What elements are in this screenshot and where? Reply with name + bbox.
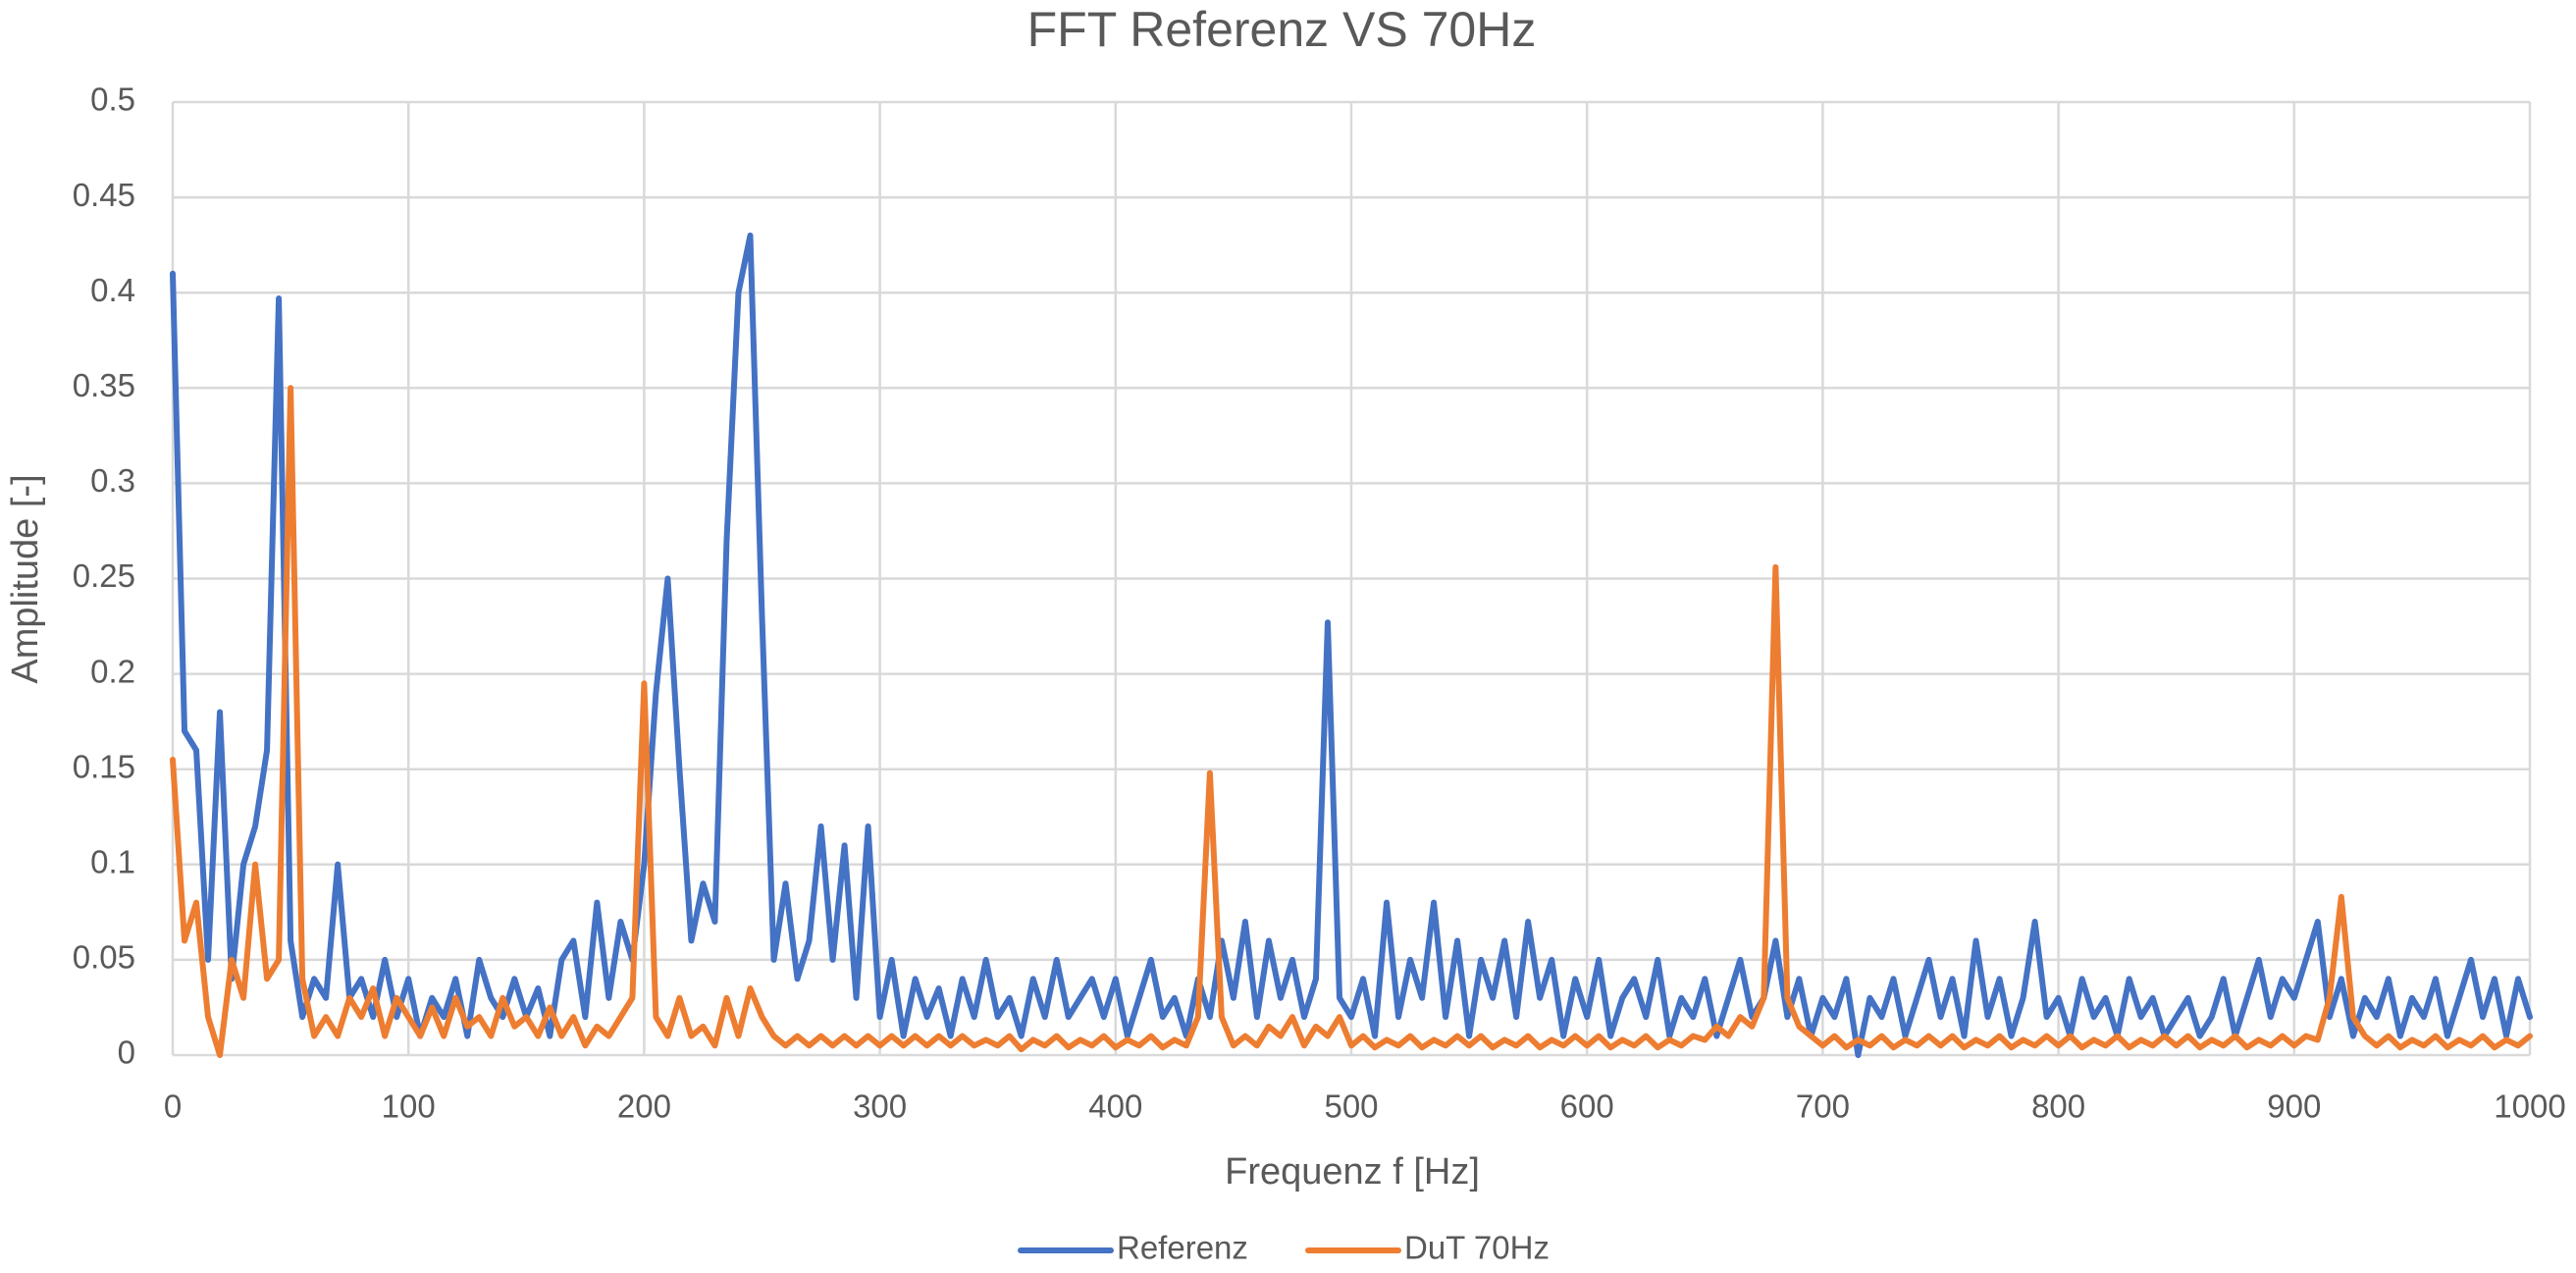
y-axis-title: Amplitude [-] xyxy=(5,474,46,683)
x-tick-label: 1000 xyxy=(2494,1088,2565,1125)
x-tick-label: 500 xyxy=(1324,1088,1378,1125)
y-tick-label: 0.2 xyxy=(90,653,135,689)
legend-label: DuT 70Hz xyxy=(1404,1230,1550,1266)
x-tick-label: 700 xyxy=(1796,1088,1850,1125)
y-tick-label: 0.35 xyxy=(73,367,135,403)
chart-title: FFT Referenz VS 70Hz xyxy=(1027,2,1537,57)
y-tick-label: 0.3 xyxy=(90,462,135,499)
x-tick-label: 0 xyxy=(164,1088,182,1125)
x-tick-label: 900 xyxy=(2267,1088,2321,1125)
x-axis-title: Frequenz f [Hz] xyxy=(1225,1151,1480,1193)
x-tick-label: 800 xyxy=(2031,1088,2085,1125)
y-tick-label: 0.15 xyxy=(73,748,135,784)
x-tick-label: 100 xyxy=(382,1088,436,1125)
y-tick-label: 0.1 xyxy=(90,844,135,880)
x-tick-label: 300 xyxy=(853,1088,907,1125)
x-tick-label: 600 xyxy=(1560,1088,1614,1125)
y-tick-label: 0 xyxy=(118,1034,135,1071)
x-tick-label: 400 xyxy=(1088,1088,1142,1125)
y-tick-label: 0.45 xyxy=(73,177,135,213)
legend-label: Referenz xyxy=(1117,1230,1248,1266)
y-tick-label: 0.05 xyxy=(73,939,135,976)
y-tick-label: 0.25 xyxy=(73,557,135,594)
y-tick-label: 0.4 xyxy=(90,272,135,308)
data-line xyxy=(170,385,2533,1058)
data-line xyxy=(170,232,2533,1058)
y-tick-label: 0.5 xyxy=(90,81,135,118)
x-tick-label: 200 xyxy=(617,1088,671,1125)
